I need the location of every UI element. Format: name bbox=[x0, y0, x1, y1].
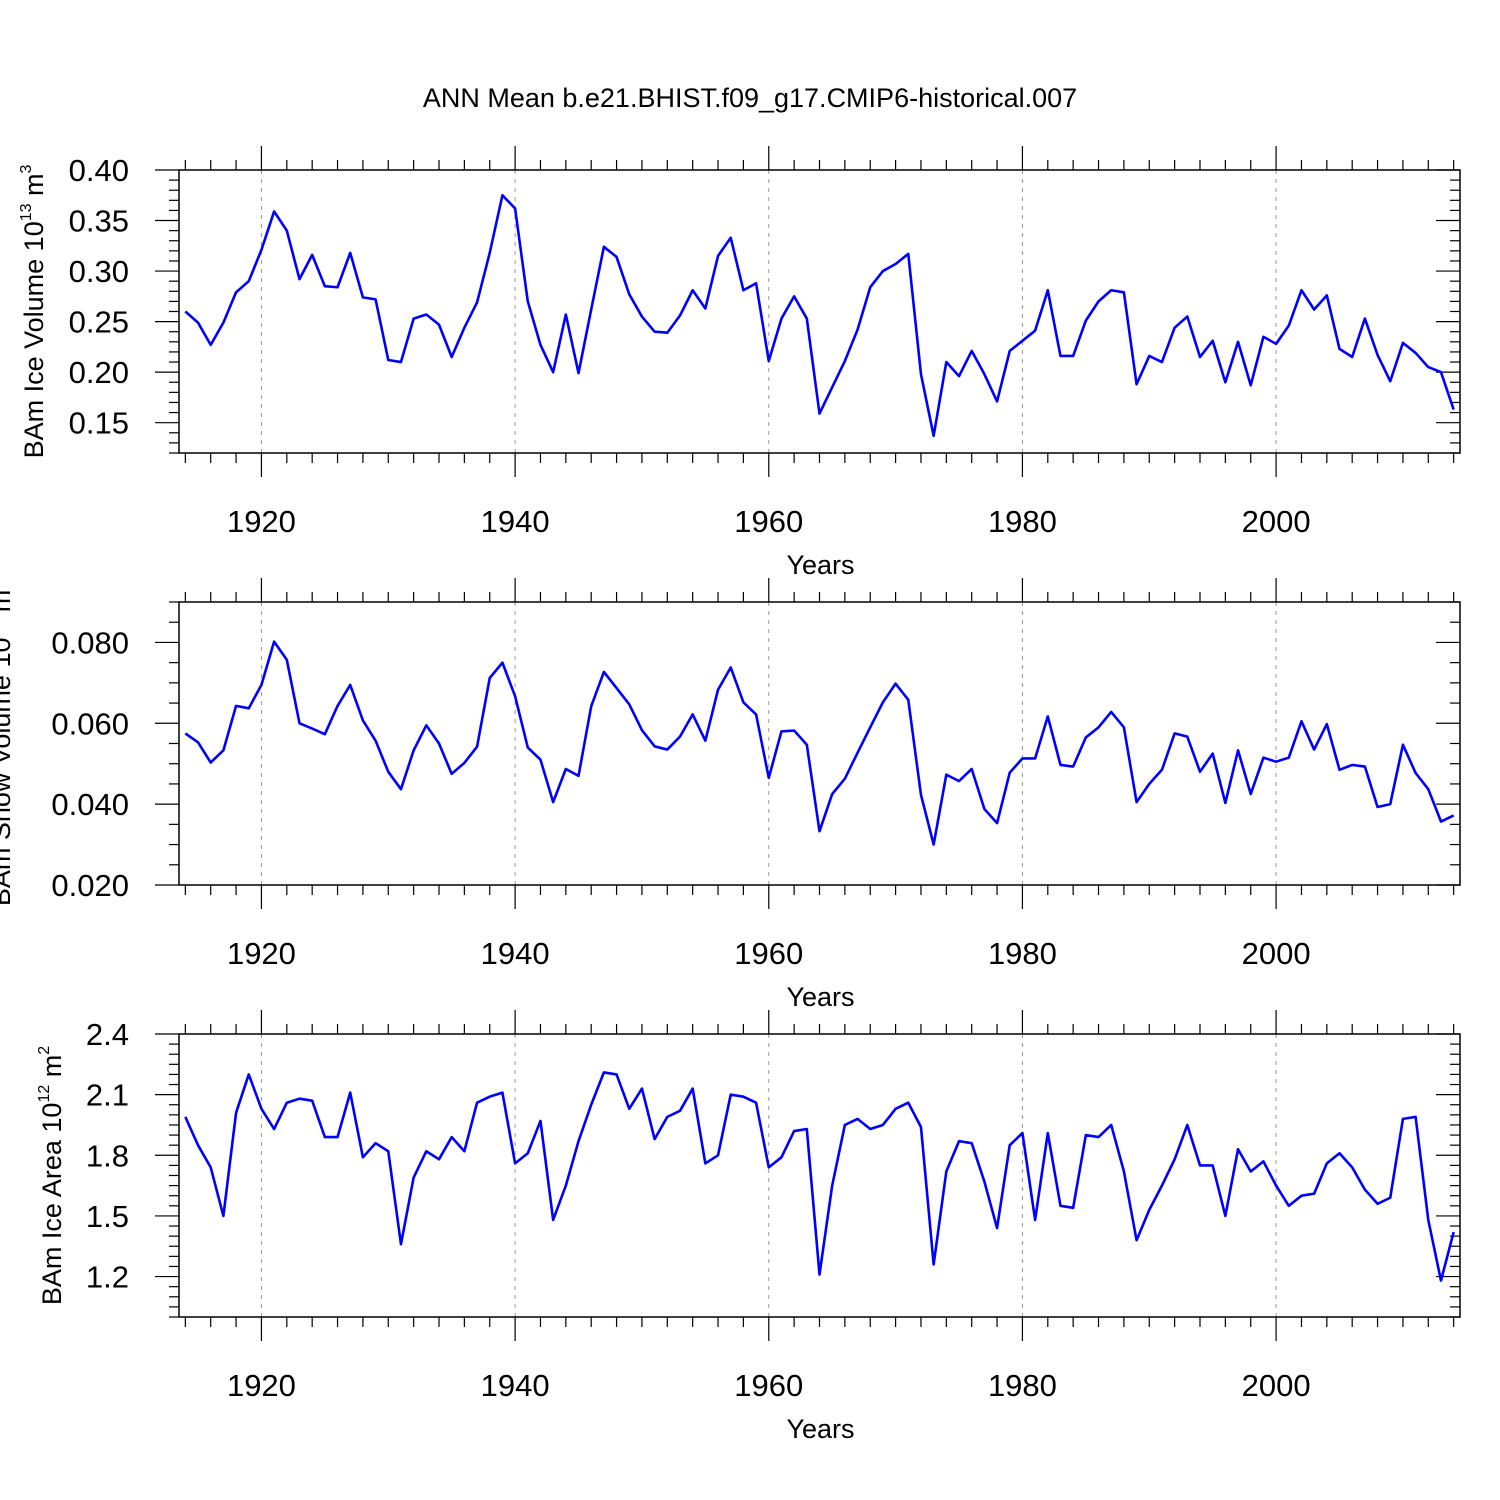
chart-title: ANN Mean b.e21.BHIST.f09_g17.CMIP6-histo… bbox=[423, 83, 1077, 113]
y-label-exp: 12 bbox=[36, 1085, 53, 1103]
series-line bbox=[184, 640, 1455, 846]
plot-frame bbox=[178, 601, 1461, 886]
y-axis-label: BAm Ice Volume 1013 m3 bbox=[18, 164, 49, 458]
y-tick-label: 0.15 bbox=[69, 406, 129, 441]
x-axis-label: Years bbox=[786, 1414, 854, 1444]
panel-3: 1920 1940 1960 1980 2000 1.2 1.5 1.8 2.1 2.4 Years… bbox=[36, 1010, 1461, 1444]
y-label-unit-exp: 3 bbox=[18, 164, 35, 173]
y-label-exp: 13 bbox=[0, 620, 2, 638]
x-tick-label: 1960 bbox=[734, 1368, 803, 1403]
x-tick-label: 1960 bbox=[734, 936, 803, 971]
y-tick-label: 0.040 bbox=[51, 787, 129, 822]
y-tick-label: 0.080 bbox=[51, 625, 129, 660]
y-label-unit-exp: 3 bbox=[0, 581, 2, 590]
x-tick-label: 2000 bbox=[1242, 936, 1311, 971]
x-tick-label: 1960 bbox=[734, 504, 803, 539]
x-tick-label: 1940 bbox=[481, 1368, 550, 1403]
x-tick-label: 1920 bbox=[227, 1368, 296, 1403]
series-line bbox=[184, 1071, 1455, 1282]
y-label-unit-exp: 2 bbox=[36, 1046, 53, 1055]
y-tick-label: 0.35 bbox=[69, 204, 129, 239]
y-label-text: BAm Snow Volume 10 bbox=[0, 638, 16, 907]
x-tick-label: 1920 bbox=[227, 504, 296, 539]
panel-1: 1920 1940 1960 1980 2000 0.15 0.20 0.25 0.30 0.35… bbox=[18, 146, 1461, 580]
y-tick-label: 0.25 bbox=[69, 305, 129, 340]
x-axis-label: Years bbox=[786, 550, 854, 580]
x-tick-label: 1940 bbox=[481, 936, 550, 971]
y-tick-label: 0.020 bbox=[51, 868, 129, 903]
panels: 1920 1940 1960 1980 2000 0.15 0.20 0.25 0.30 0.35… bbox=[0, 146, 1461, 1444]
panel-2: 1920 1940 1960 1980 2000 0.020 0.040 0.060 0.080… bbox=[0, 578, 1461, 1012]
y-axis-label: BAm Snow Volume 1013 m3 bbox=[0, 581, 16, 906]
y-tick-label: 0.060 bbox=[51, 706, 129, 741]
y-tick-label: 0.30 bbox=[69, 254, 129, 289]
y-label-unit: m bbox=[19, 173, 49, 203]
series-line bbox=[184, 193, 1455, 438]
x-axis-label: Years bbox=[786, 982, 854, 1012]
x-tick-label: 1920 bbox=[227, 936, 296, 971]
y-tick-label: 2.1 bbox=[86, 1078, 129, 1113]
y-label-unit: m bbox=[0, 590, 16, 620]
x-tick-label: 1940 bbox=[481, 504, 550, 539]
y-label-exp: 13 bbox=[18, 203, 35, 221]
x-tick-label: 2000 bbox=[1242, 1368, 1311, 1403]
y-tick-label: 0.20 bbox=[69, 355, 129, 390]
y-label-unit: m bbox=[37, 1055, 67, 1085]
y-label-text: BAm Ice Area 10 bbox=[37, 1103, 67, 1306]
y-tick-label: 1.2 bbox=[86, 1260, 129, 1295]
y-tick-label: 2.4 bbox=[86, 1017, 129, 1052]
y-tick-label: 0.40 bbox=[69, 153, 129, 188]
x-tick-label: 1980 bbox=[988, 936, 1057, 971]
y-tick-label: 1.8 bbox=[86, 1138, 129, 1173]
y-tick-label: 1.5 bbox=[86, 1199, 129, 1234]
x-tick-label: 1980 bbox=[988, 504, 1057, 539]
y-axis-label: BAm Ice Area 1012 m2 bbox=[36, 1046, 67, 1305]
x-tick-label: 1980 bbox=[988, 1368, 1057, 1403]
y-label-text: BAm Ice Volume 10 bbox=[19, 221, 49, 458]
x-tick-label: 2000 bbox=[1242, 504, 1311, 539]
